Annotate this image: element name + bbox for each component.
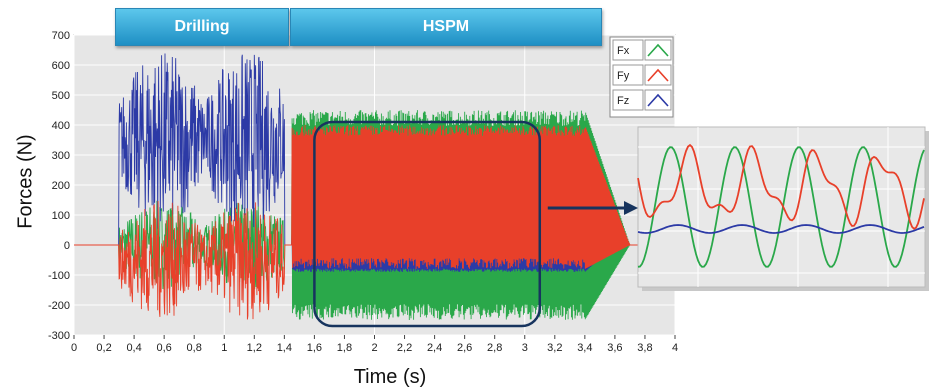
x-tick-label: 3,6 (607, 342, 622, 354)
x-tick-label: 2 (371, 342, 377, 354)
legend-swatch-box (644, 89, 672, 111)
series-lines (74, 53, 675, 321)
y-tick-label: 700 (52, 30, 70, 42)
y-tick-label: -200 (48, 300, 70, 312)
y-tick-label: 200 (52, 180, 70, 192)
inset-panel (637, 126, 926, 288)
y-axis-label: Forces (N) (14, 134, 37, 229)
legend-label-fx: Fx (617, 45, 630, 57)
legend-swatch-fx (647, 43, 669, 57)
y-tick-label: 0 (64, 240, 70, 252)
x-axis-label: Time (s) (353, 366, 427, 388)
x-tick-label: 1 (221, 342, 227, 354)
series-fy-line (74, 124, 675, 320)
inset-fx-line (637, 146, 925, 268)
inset-fz-line (637, 224, 925, 234)
y-tick-label: -100 (48, 270, 70, 282)
y-tick-label: 300 (52, 150, 70, 162)
legend: Fx Fy Fz (609, 36, 674, 118)
y-tick-label: -300 (48, 330, 70, 342)
zoom-arrow (547, 201, 638, 215)
x-tick-label: 1,2 (247, 342, 262, 354)
x-tick-label: 1,8 (337, 342, 352, 354)
legend-swatch-box (644, 39, 672, 61)
legend-label-box (612, 89, 644, 111)
legend-swatch-fy (647, 68, 669, 82)
y-tick-label: 600 (52, 60, 70, 72)
y-tick-label: 100 (52, 210, 70, 222)
drilling-phase-banner: Drilling (115, 8, 289, 46)
x-tick-label: 0,6 (157, 342, 172, 354)
legend-label-box (612, 64, 644, 86)
legend-label-fz: Fz (617, 95, 629, 107)
legend-swatch-box (644, 64, 672, 86)
x-tick-label: 2,6 (457, 342, 472, 354)
x-tick-label: 2,8 (487, 342, 502, 354)
highlight-box (313, 120, 542, 328)
arrow-head (624, 201, 638, 215)
inset-fy-line (637, 143, 925, 230)
x-tick-label: 1,6 (307, 342, 322, 354)
x-tick-label: 4 (672, 342, 678, 354)
x-tick-label: 0,4 (126, 342, 141, 354)
x-tick-label: 0 (71, 342, 77, 354)
x-tick-label: 3 (522, 342, 528, 354)
legend-label-box (612, 39, 644, 61)
x-tick-label: 0,8 (187, 342, 202, 354)
x-tick-label: 0,2 (96, 342, 111, 354)
y-tick-label: 400 (52, 120, 70, 132)
y-axis-ticks: -300 -200 -100 0 100 200 300 400 500 600 700 (48, 30, 70, 342)
y-tick-label: 500 (52, 90, 70, 102)
x-tick-label: 2,2 (397, 342, 412, 354)
zoom-inset (637, 126, 929, 291)
legend-label-fy: Fy (617, 70, 630, 82)
x-tick-label: 3,4 (577, 342, 592, 354)
x-tick-label: 3,8 (637, 342, 652, 354)
x-tick-label: 2,4 (427, 342, 442, 354)
x-tick-label: 1,4 (277, 342, 292, 354)
x-tick-label: 3,2 (547, 342, 562, 354)
hspm-phase-banner: HSPM (290, 8, 602, 46)
zoom-region-box (313, 120, 542, 328)
legend-swatch-fz (647, 93, 669, 107)
x-axis-ticks: 0 0,2 0,4 0,6 0,8 1 1,2 1,4 1,6 1,8 2 2,2 2,4 2,6 2,8 3… (71, 335, 678, 354)
